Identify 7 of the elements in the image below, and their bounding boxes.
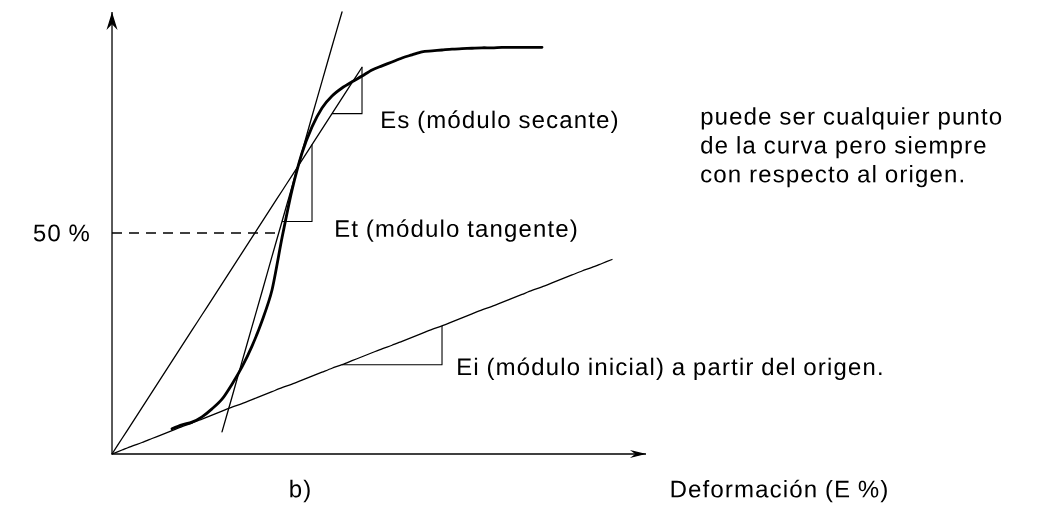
- annotation: Ei (módulo inicial) a partir del origen.: [458, 357, 882, 380]
- x-axis-title: Deformación (E %): [671, 479, 887, 503]
- ref-line-label: 50 %: [33, 224, 89, 242]
- annotation: Es (módulo secante): [382, 110, 618, 133]
- annotation: Et (módulo tangente): [336, 219, 577, 242]
- text: b): [290, 479, 310, 503]
- text: puede ser cualquier punto de la curva pero siempre con respecto al origen.: [701, 107, 1002, 188]
